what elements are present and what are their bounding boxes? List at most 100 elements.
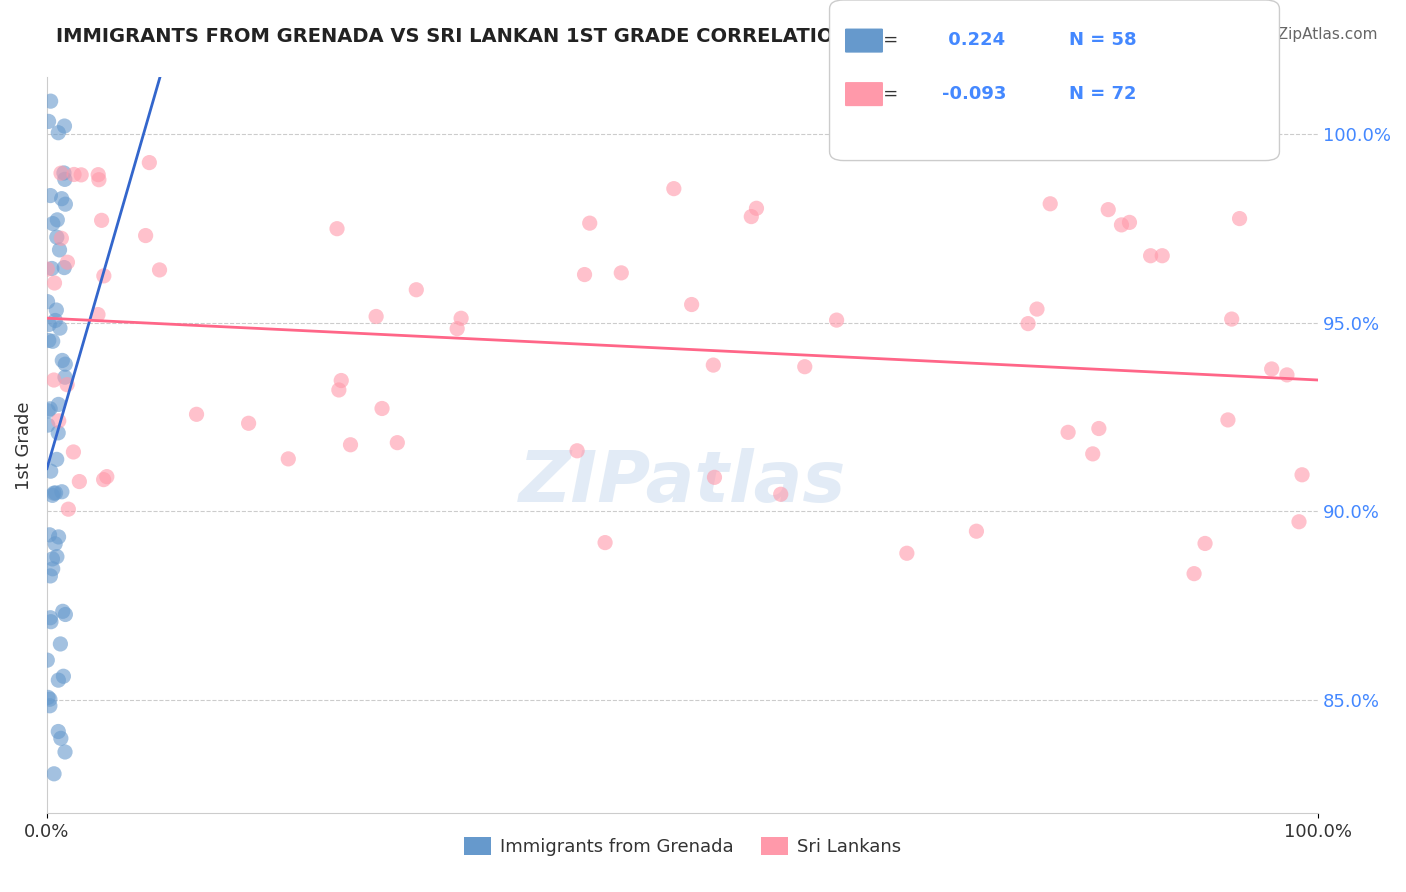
Point — [138, 155, 160, 169]
Point — [37, 294, 59, 309]
Point — [52, 669, 75, 683]
Point — [51, 231, 73, 245]
Point — [446, 321, 468, 335]
Point — [42, 373, 65, 387]
Text: IMMIGRANTS FROM GRENADA VS SRI LANKAN 1ST GRADE CORRELATION CHART: IMMIGRANTS FROM GRENADA VS SRI LANKAN 1S… — [56, 27, 929, 45]
Point — [1220, 312, 1243, 326]
Point — [44, 537, 66, 551]
Point — [37, 418, 59, 433]
Point — [52, 604, 75, 618]
Point — [39, 611, 62, 625]
Point — [53, 172, 76, 186]
Point — [52, 166, 75, 180]
Point — [39, 188, 62, 202]
Point — [1057, 425, 1080, 440]
Point — [42, 217, 65, 231]
Point — [45, 549, 67, 564]
Point — [70, 168, 93, 182]
Point — [277, 451, 299, 466]
Point — [1291, 467, 1313, 482]
Point — [49, 321, 72, 335]
Point — [49, 166, 72, 180]
Point — [93, 268, 115, 283]
Point — [53, 357, 76, 371]
Point — [681, 297, 703, 311]
Point — [46, 212, 69, 227]
Point — [51, 353, 73, 368]
Point — [1081, 447, 1104, 461]
Point — [48, 397, 70, 411]
Point — [38, 334, 60, 348]
Point — [1118, 215, 1140, 229]
Point — [46, 724, 69, 739]
Point — [45, 230, 67, 244]
Point — [37, 690, 59, 705]
Point — [450, 311, 472, 326]
Point — [610, 266, 633, 280]
Point — [703, 470, 725, 484]
Point — [41, 261, 63, 276]
Text: Source: ZipAtlas.com: Source: ZipAtlas.com — [1215, 27, 1378, 42]
Point — [49, 731, 72, 746]
Point — [48, 673, 70, 688]
Text: ZIPatlas: ZIPatlas — [519, 448, 846, 516]
Point — [662, 181, 685, 195]
Point — [745, 202, 768, 216]
Text: N = 72: N = 72 — [1069, 85, 1136, 103]
Point — [1288, 515, 1310, 529]
Point — [339, 438, 361, 452]
Point — [48, 243, 70, 257]
Point — [45, 303, 67, 318]
Point — [53, 119, 76, 133]
Point — [44, 276, 66, 290]
Y-axis label: 1st Grade: 1st Grade — [15, 401, 32, 490]
Point — [38, 528, 60, 542]
Point — [87, 308, 110, 322]
Point — [41, 334, 63, 349]
Point — [328, 383, 350, 397]
Point — [39, 464, 62, 478]
Point — [387, 435, 409, 450]
Point — [38, 114, 60, 128]
Point — [87, 168, 110, 182]
Point — [1152, 249, 1174, 263]
Legend: Immigrants from Grenada, Sri Lankans: Immigrants from Grenada, Sri Lankans — [457, 830, 908, 863]
Point — [37, 404, 59, 418]
Text: R =: R = — [865, 31, 898, 49]
Point — [93, 473, 115, 487]
Text: -0.093: -0.093 — [942, 85, 1007, 103]
Point — [58, 502, 80, 516]
Point — [37, 262, 59, 277]
Point — [39, 94, 62, 108]
Point — [41, 552, 63, 566]
Point — [578, 216, 600, 230]
Point — [1017, 317, 1039, 331]
Point — [39, 615, 62, 629]
Point — [46, 425, 69, 440]
Point — [42, 486, 65, 500]
Point — [1229, 211, 1251, 226]
Point — [39, 401, 62, 416]
Point — [565, 443, 588, 458]
Point — [574, 268, 596, 282]
Point — [55, 607, 77, 622]
Point — [1039, 196, 1062, 211]
Point — [45, 486, 67, 500]
Point — [1194, 536, 1216, 550]
Point — [330, 374, 353, 388]
Point — [51, 484, 73, 499]
Text: N = 58: N = 58 — [1069, 31, 1136, 49]
Point — [1111, 218, 1133, 232]
Point — [769, 487, 792, 501]
Point — [1026, 301, 1049, 316]
Point — [48, 414, 70, 428]
Point — [1275, 368, 1298, 382]
Point — [593, 535, 616, 549]
Point — [41, 562, 63, 576]
Point — [45, 452, 67, 467]
Point — [53, 197, 76, 211]
Point — [793, 359, 815, 374]
Point — [702, 358, 724, 372]
Point — [44, 313, 66, 327]
Point — [1088, 421, 1111, 435]
